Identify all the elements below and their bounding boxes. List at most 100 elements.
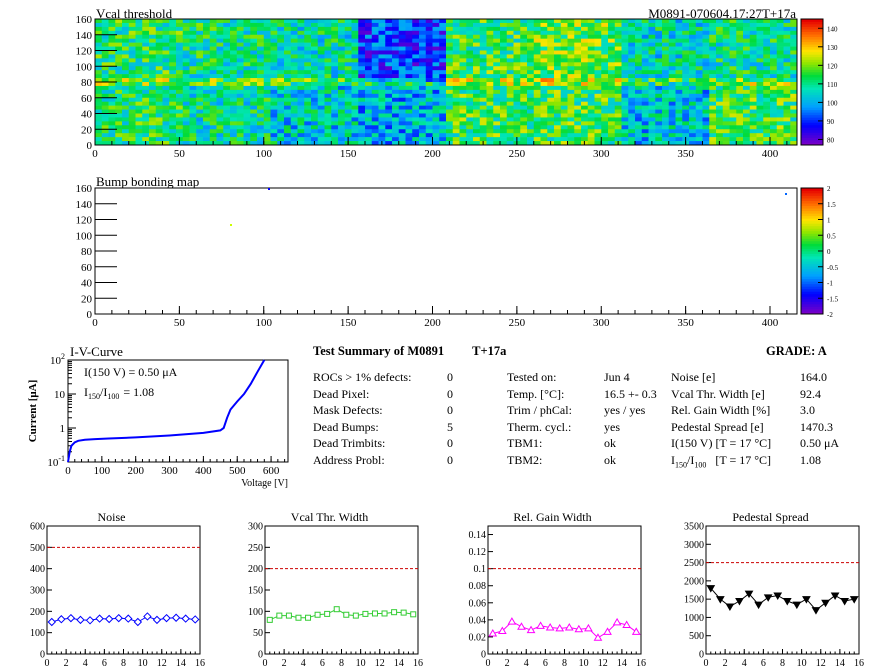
map-y-tick-label: 120 (76, 215, 93, 227)
data-point (143, 612, 152, 621)
plot-x-tick-label: 14 (617, 658, 627, 669)
summary-value: 1.08 (800, 453, 821, 467)
plot-y-tick-label: 250 (248, 543, 263, 554)
data-point (85, 616, 95, 625)
map-x-tick-label: 200 (424, 317, 441, 329)
plot-x-tick-label: 14 (176, 658, 186, 669)
palette-tick-label: 130 (827, 44, 838, 52)
palette-tick-label: 90 (827, 118, 835, 126)
vcal-color-palette: 80 90 100 110 120 130 140 (800, 18, 838, 146)
summary-plot-vcal-thr-width: Vcal Thr. Width 0 2 4 6 8 10 12 14 16 0 50 100 150 200… (248, 510, 423, 669)
summary-label: Noise [e] (671, 370, 716, 384)
summary-title: Test Summary of M0891 T+17a (313, 344, 507, 358)
plot-x-tick-label: 12 (598, 658, 608, 669)
data-point (517, 622, 526, 630)
plot-y-tick-label: 0.12 (469, 547, 487, 558)
map-y-tick-label: 140 (76, 30, 93, 42)
plot-y-tick-label: 200 (248, 564, 263, 575)
data-point (104, 614, 114, 624)
plot-title: Vcal Thr. Width (291, 510, 368, 524)
data-point (276, 612, 283, 619)
plot-y-tick-label: 2000 (684, 576, 704, 587)
summary-label: ROCs > 1% defects: (313, 370, 412, 384)
summary-label: Dead Bumps: (313, 419, 379, 434)
map-x-tick-label: 350 (677, 317, 694, 329)
iv-ylabel: Current [μA] (27, 380, 39, 443)
data-point (47, 617, 56, 627)
map-x-tick-label: 0 (92, 148, 98, 160)
plot-x-tick-label: 10 (138, 658, 148, 669)
summary-label: I(150 V) [T = 17 °C] (671, 436, 772, 451)
map-x-tick-label: 200 (424, 148, 441, 160)
palette-tick-label: 80 (827, 136, 835, 144)
data-point (488, 629, 498, 637)
data-point (162, 613, 171, 623)
map-y-tick-label: 0 (87, 309, 93, 321)
plot-x-tick-label: 6 (102, 658, 107, 669)
summary-plot-pedestal-spread: Pedestal Spread 0 2 4 6 8 10 12 14 16 0 500 1000 1500… (684, 510, 864, 669)
summary-value: 1470.3 (800, 419, 833, 434)
data-point (333, 606, 340, 613)
data-point (507, 617, 517, 625)
map-y-tick-label: 160 (76, 14, 93, 26)
data-point (381, 610, 388, 617)
plot-x-tick-label: 2 (64, 658, 69, 669)
series-line (269, 608, 414, 621)
data-point (584, 623, 593, 632)
data-point (362, 610, 369, 617)
plot-y-tick-label: 0.14 (469, 530, 487, 541)
bump-bonding-map: 0 50 100 150 200 250 300 350 400 0 20 40 60 80 100 120 1… (76, 183, 798, 329)
data-point (305, 614, 312, 621)
data-point (612, 617, 622, 626)
data-point (497, 626, 507, 634)
iv-annotation-current: I(150 V) = 0.50 μA (84, 365, 178, 379)
plot-x-tick-label: 6 (761, 658, 766, 669)
summary-label: Trim / phCal: (507, 403, 572, 418)
vcal-threshold-map: 0 50 100 150 200 250 300 350 400 0 20 40 60 80 100 120 1… (76, 14, 798, 160)
map-x-tick-label: 150 (340, 317, 357, 329)
map-y-tick-label: 80 (81, 246, 93, 258)
plot-x-tick-label: 0 (45, 658, 50, 669)
data-point (802, 596, 811, 604)
series-line (492, 620, 637, 639)
summary-value: 0 (447, 403, 453, 418)
plot-y-tick-label: 500 (689, 631, 704, 642)
map-y-tick-label: 40 (81, 278, 93, 290)
palette-tick-label: 110 (827, 81, 838, 89)
iv-y-tick-label: 1 (60, 423, 66, 435)
plot-y-tick-label: 100 (248, 607, 263, 618)
data-point (391, 609, 398, 616)
summary-label: Dead Pixel: (313, 386, 370, 401)
summary-label: TBM1: (507, 436, 543, 451)
vcal-map-title: Vcal threshold (96, 6, 173, 21)
plot-y-tick-label: 1500 (684, 595, 704, 606)
plot-x-tick-label: 8 (780, 658, 785, 669)
map-x-tick-label: 250 (509, 148, 526, 160)
map-y-tick-label: 20 (81, 293, 93, 305)
plot-y-tick-label: 200 (30, 607, 45, 618)
plot-x-tick-label: 14 (835, 658, 845, 669)
plot-y-tick-label: 0.08 (469, 581, 487, 592)
plot-x-tick-label: 12 (375, 658, 385, 669)
dead-bump-mark (785, 193, 787, 195)
plot-y-tick-label: 500 (30, 543, 45, 554)
plot-y-tick-label: 300 (30, 586, 45, 597)
plot-y-tick-label: 300 (248, 522, 263, 533)
data-point (555, 623, 565, 632)
summary-label: Vcal Thr. Width [e] (671, 386, 765, 401)
iv-xlabel: Voltage [V] (241, 478, 288, 489)
plot-x-tick-label: 8 (339, 658, 344, 669)
plot-x-tick-label: 0 (704, 658, 709, 669)
module-id-label: M0891-070604.17:27T+17a (648, 6, 796, 21)
summary-value: ok (604, 436, 616, 451)
grade-label: GRADE: A (766, 344, 827, 358)
plot-title: Rel. Gain Width (513, 510, 591, 524)
plot-y-tick-label: 0 (258, 650, 263, 661)
summary-value: 0 (447, 436, 453, 451)
map-x-tick-label: 50 (174, 148, 186, 160)
plot-y-tick-label: 0.02 (469, 632, 487, 643)
series-line (710, 587, 855, 611)
data-point (152, 615, 162, 625)
summary-label: Mask Defects: (313, 403, 383, 418)
